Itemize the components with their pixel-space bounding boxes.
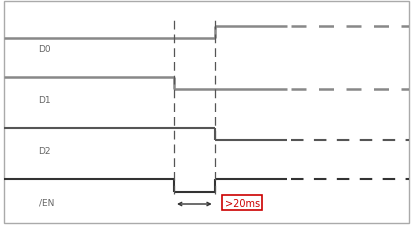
Text: D2: D2 xyxy=(38,146,51,155)
Text: /EN: /EN xyxy=(38,197,54,206)
Text: D0: D0 xyxy=(38,45,51,54)
Text: >20ms: >20ms xyxy=(225,198,260,208)
Text: D1: D1 xyxy=(38,96,51,104)
